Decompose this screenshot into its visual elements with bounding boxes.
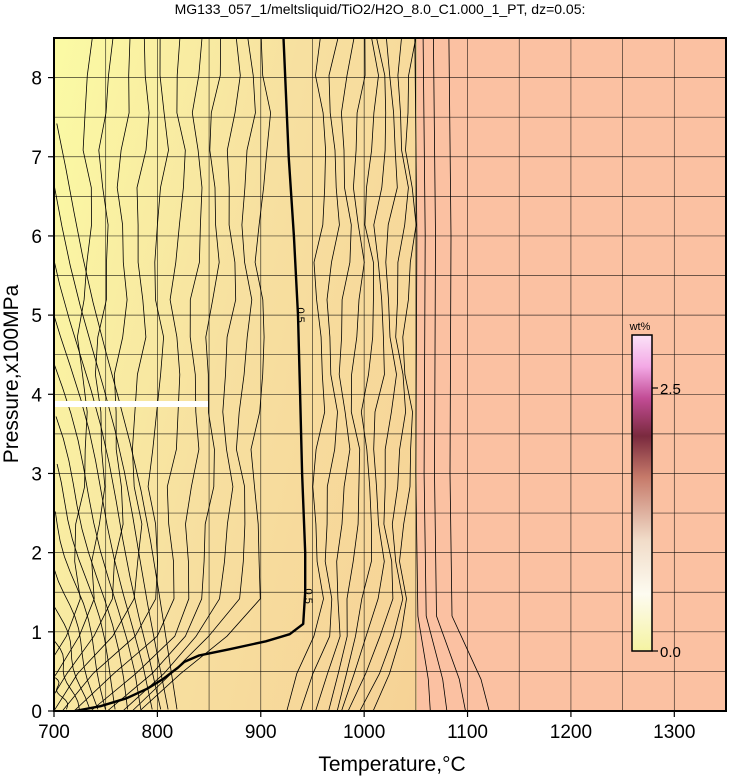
- x-axis-ticks: 700 800 900 1000 1100 1200 1300: [38, 711, 695, 743]
- contour-line: [328, 38, 366, 711]
- colorbar-gradient: [631, 334, 653, 652]
- contour-line: [359, 38, 409, 711]
- contour-line: [90, 38, 203, 711]
- x-tick-label: 800: [142, 722, 174, 743]
- contour-line-bold: [74, 38, 307, 711]
- y-tick-label: 1: [31, 623, 42, 644]
- grid-lines: [54, 38, 726, 711]
- plot-frame: [53, 37, 727, 712]
- y-tick-label: 0: [31, 702, 42, 723]
- colorbar-tick-label: 2.5: [660, 381, 681, 398]
- contour-line: [336, 38, 379, 711]
- y-tick-label: 2: [31, 544, 42, 565]
- contour-line: [122, 38, 241, 711]
- y-tick-label: 4: [31, 385, 42, 406]
- contour-line: [422, 38, 448, 711]
- contour-line: [55, 677, 68, 710]
- x-tick-label: 700: [38, 722, 70, 743]
- contour-line: [54, 38, 93, 657]
- contour-line: [341, 38, 387, 711]
- colorbar-tick-label: 0.0: [660, 644, 681, 661]
- contour-line: [54, 38, 114, 678]
- y-tick-label: 6: [31, 227, 42, 248]
- x-axis-title: Temperature,°C: [318, 753, 465, 776]
- x-tick-label: 900: [245, 722, 277, 743]
- x-tick-label: 1000: [343, 722, 385, 743]
- contour-lines: 0.50.5: [54, 38, 490, 711]
- white-band: [54, 401, 208, 407]
- x-tick-label: 1100: [447, 722, 488, 743]
- contour-line: [315, 38, 355, 711]
- contour-line: [300, 38, 340, 711]
- high-region: [417, 38, 726, 711]
- contour-line: [54, 565, 99, 710]
- colorbar: wt% 2.5 0.0: [629, 321, 681, 661]
- y-axis-title: Pressure,x100MPa: [0, 284, 23, 463]
- contour-line: [414, 38, 431, 711]
- y-tick-label: 3: [31, 464, 42, 485]
- contour-line: [54, 314, 153, 710]
- contour-line: [54, 186, 169, 710]
- contour-line: [54, 362, 142, 710]
- x-tick-label: 1200: [550, 722, 592, 743]
- y-axis-ticks: 0 1 2 3 4 5 6 7 8: [31, 69, 54, 723]
- contour-line: [54, 38, 131, 696]
- y-tick-label: 5: [31, 306, 42, 327]
- contour-line: [448, 38, 490, 711]
- contour-line: [139, 38, 271, 711]
- contour-line: [54, 38, 150, 711]
- contour-line: [56, 123, 178, 710]
- chart-title: MG133_057_1/meltsliquid/TiO2/H2O_8.0_C1.…: [175, 1, 586, 17]
- contour-line: [107, 38, 221, 711]
- x-tick-label: 1300: [653, 722, 695, 743]
- contour-line: [372, 38, 417, 711]
- contour-line: [54, 258, 162, 710]
- y-tick-label: 7: [31, 148, 42, 169]
- y-tick-label: 8: [31, 69, 42, 90]
- contour-line: [347, 38, 398, 711]
- contour-line: [61, 38, 169, 711]
- contour-line: [433, 38, 466, 711]
- contour-line: [131, 38, 256, 711]
- contour-line: [73, 38, 186, 711]
- colorbar-title: wt%: [629, 321, 651, 333]
- contour-line: [286, 38, 326, 711]
